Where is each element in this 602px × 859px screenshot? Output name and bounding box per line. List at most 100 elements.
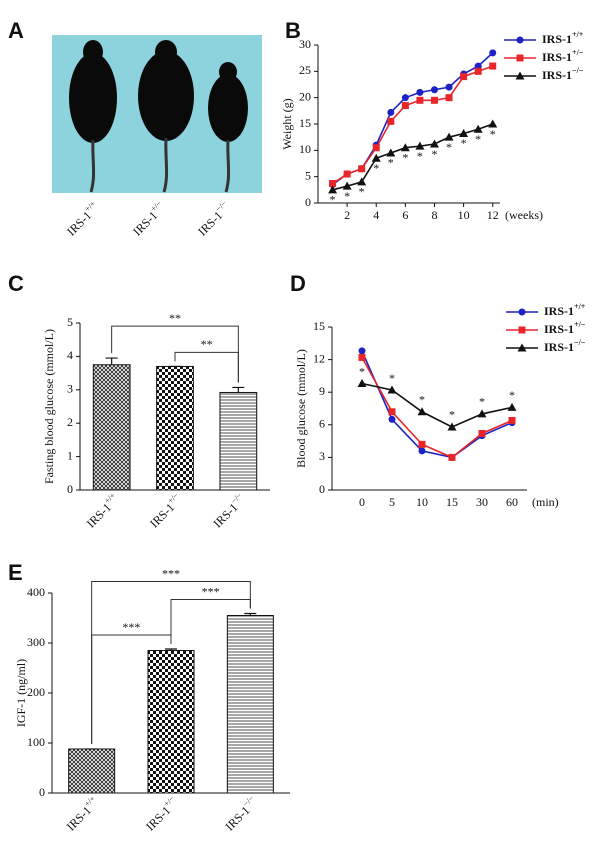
panel-letter: B [285,18,301,43]
y-tick-label: 4 [67,348,73,362]
y-tick-label: 0 [39,785,45,799]
series-line [332,52,494,186]
marker [416,88,424,96]
legend-marker [516,54,524,62]
marker [328,185,338,194]
marker [386,148,396,157]
significance-label: * [446,140,452,154]
y-tick-label: 5 [67,315,73,329]
x-tick-label: 0 [359,495,365,509]
photo-label: IRS-1−/− [194,199,233,238]
x-tick-label: 10 [458,208,470,222]
marker [460,73,468,81]
y-axis-label: Weight (g) [280,98,294,149]
x-tick-label: 10 [416,495,428,509]
marker [474,62,482,70]
marker [488,119,498,128]
significance-label: * [417,149,423,163]
marker [415,141,425,150]
x-tick-label: 2 [344,208,350,222]
marker [507,402,517,411]
bar [92,364,131,491]
significance-label: ** [201,337,213,351]
x-tick-label: IRS-1+/− [142,794,181,833]
y-tick-label: 300 [27,635,45,649]
y-tick-label: 400 [27,585,45,599]
marker [430,86,438,94]
marker [357,379,367,388]
marker [417,407,427,416]
series-line [361,357,513,459]
significance-label: *** [202,584,220,598]
marker [447,422,457,431]
marker [388,415,396,423]
x-axis-label: (weeks) [505,208,543,222]
panel-letter: D [290,271,306,296]
marker [358,165,366,173]
legend-marker [517,343,527,352]
y-tick-label: 100 [27,735,45,749]
significance-label: * [359,364,365,378]
marker [508,416,516,424]
marker [400,143,410,152]
marker [342,181,352,190]
significance-label: * [509,388,515,402]
y-tick-label: 5 [305,168,311,182]
significance-label: * [359,185,365,199]
y-tick-label: 0 [305,195,311,209]
legend-marker [516,36,524,44]
bar [147,650,195,794]
significance-label: * [388,156,394,170]
series-line [332,65,493,185]
marker [387,117,395,125]
marker [448,453,456,461]
error-bar [232,386,245,393]
error-bar [165,648,177,651]
marker [459,128,469,137]
marker [473,124,483,133]
y-tick-label: 15 [313,319,325,333]
significance-label: ** [169,311,181,325]
significance-label: * [419,393,425,407]
error-bar [105,357,118,365]
x-tick-label: IRS-1+/+ [83,491,122,530]
significance-label: * [431,147,437,161]
significance-label: *** [122,620,140,634]
marker [357,177,367,186]
photo-label: IRS-1+/− [129,199,168,238]
marker [371,153,381,162]
y-tick-label: 25 [299,63,311,77]
series-line [361,350,513,459]
y-axis-label: Blood glucose (mmol/L) [294,349,308,468]
marker [329,180,337,188]
y-tick-label: 12 [313,351,325,365]
bar [219,391,258,491]
x-tick-label: 12 [487,208,499,222]
significance-label: * [344,189,350,203]
marker [401,94,409,102]
significance-label: * [479,395,485,409]
marker [478,429,486,437]
bar [68,748,116,794]
significance-bracket [174,351,239,383]
legend-marker [518,308,526,316]
marker [489,49,497,57]
significance-label: * [490,127,496,141]
marker [358,347,366,355]
legend-marker [515,71,525,80]
y-tick-label: 3 [67,382,73,396]
significance-label: * [461,136,467,150]
significance-label: * [389,371,395,385]
significance-label: * [402,150,408,164]
series-line [332,123,493,191]
y-tick-label: 3 [319,449,325,463]
legend-marker [518,326,526,334]
y-tick-label: 15 [299,116,311,130]
x-tick-label: 4 [373,208,379,222]
legend-label: IRS-1+/+ [542,30,584,45]
bar [156,365,194,491]
photo-label: IRS-1+/+ [63,199,102,238]
x-tick-label: 5 [389,495,395,509]
significance-label: *** [162,566,180,580]
